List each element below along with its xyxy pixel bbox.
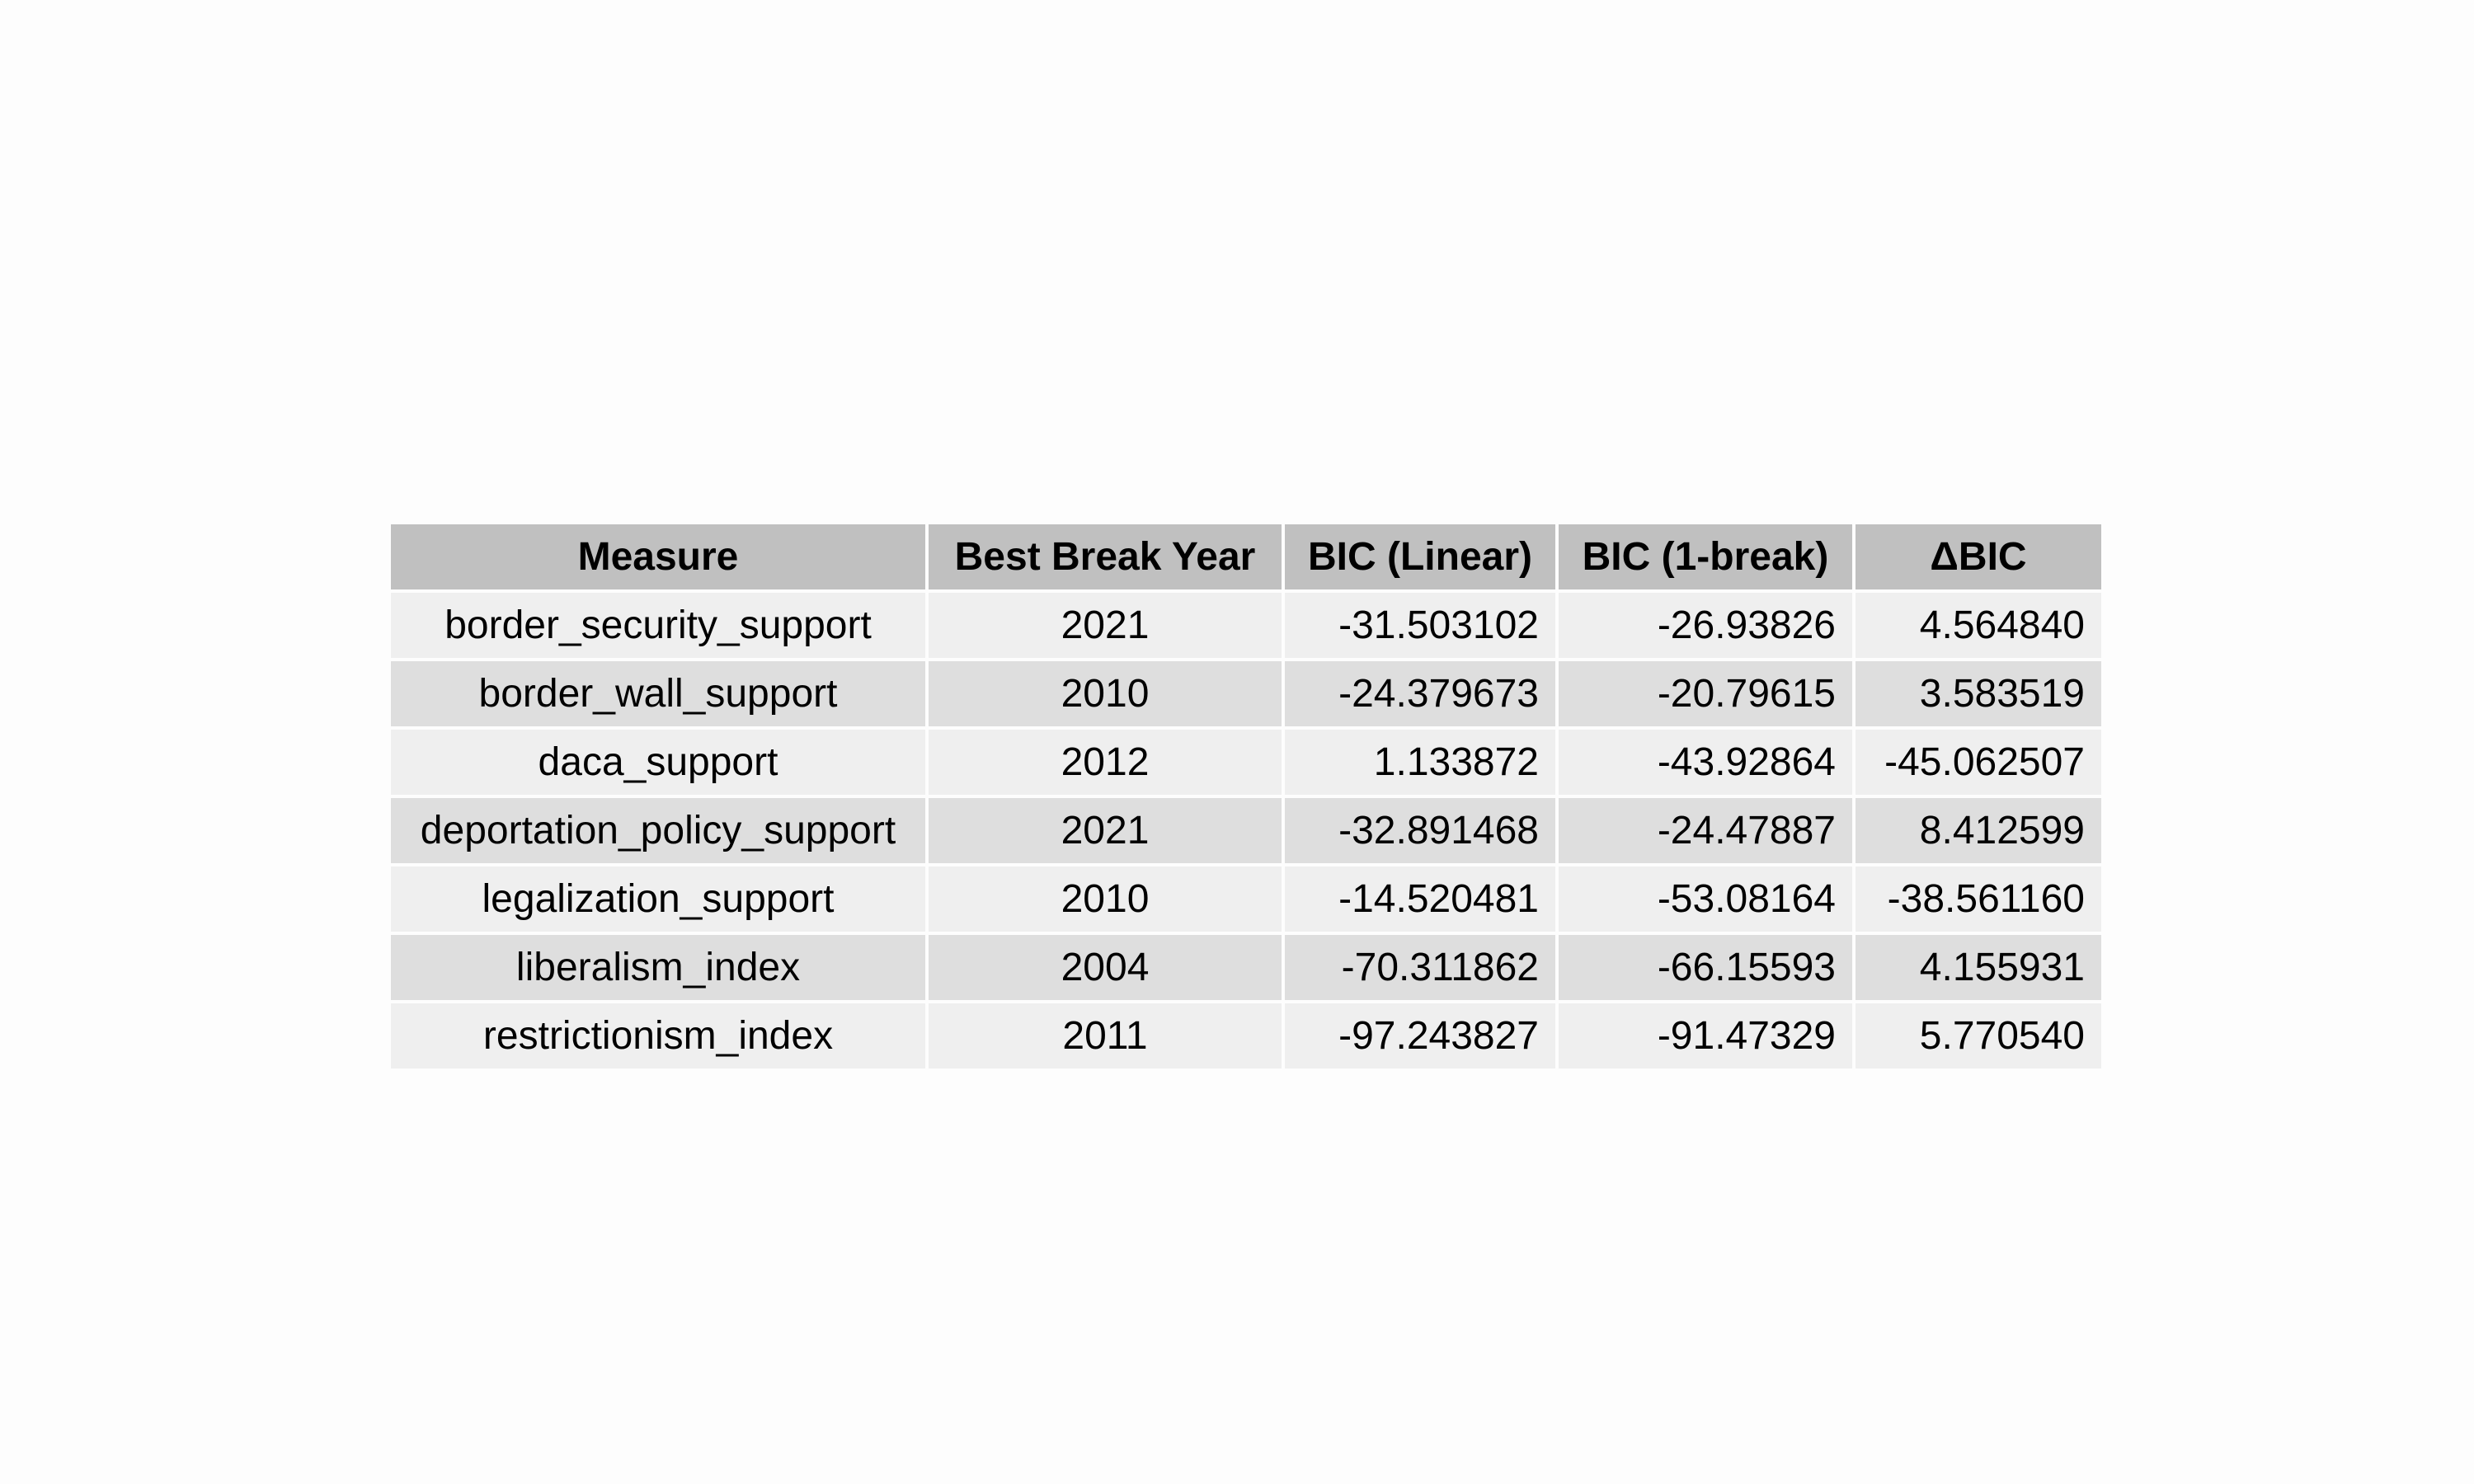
cell-measure: border_wall_support (391, 661, 925, 726)
results-table: Measure Best Break Year BIC (Linear) BIC… (388, 521, 2105, 1072)
table-row: legalization_support 2010 -14.520481 -53… (391, 866, 2101, 932)
table-row: border_wall_support 2010 -24.379673 -20.… (391, 661, 2101, 726)
cell-delta-bic: 4.564840 (1856, 593, 2101, 658)
cell-best-break-year: 2011 (929, 1003, 1282, 1068)
cell-bic-1-break: -24.47887 (1559, 798, 1852, 863)
cell-delta-bic: 3.583519 (1856, 661, 2101, 726)
cell-delta-bic: 4.155931 (1856, 935, 2101, 1000)
cell-best-break-year: 2012 (929, 730, 1282, 795)
cell-bic-linear: -32.891468 (1285, 798, 1555, 863)
cell-bic-linear: 1.133872 (1285, 730, 1555, 795)
cell-bic-linear: -14.520481 (1285, 866, 1555, 932)
column-header-measure: Measure (391, 524, 925, 589)
cell-best-break-year: 2010 (929, 661, 1282, 726)
column-header-bic-1-break: BIC (1-break) (1559, 524, 1852, 589)
cell-measure: daca_support (391, 730, 925, 795)
cell-delta-bic: 5.770540 (1856, 1003, 2101, 1068)
cell-delta-bic: -38.561160 (1856, 866, 2101, 932)
cell-measure: legalization_support (391, 866, 925, 932)
cell-bic-linear: -24.379673 (1285, 661, 1555, 726)
table-row: daca_support 2012 1.133872 -43.92864 -45… (391, 730, 2101, 795)
cell-bic-1-break: -20.79615 (1559, 661, 1852, 726)
cell-best-break-year: 2021 (929, 798, 1282, 863)
cell-delta-bic: 8.412599 (1856, 798, 2101, 863)
cell-bic-1-break: -43.92864 (1559, 730, 1852, 795)
column-header-bic-linear: BIC (Linear) (1285, 524, 1555, 589)
cell-best-break-year: 2021 (929, 593, 1282, 658)
cell-best-break-year: 2004 (929, 935, 1282, 1000)
table-row: restrictionism_index 2011 -97.243827 -91… (391, 1003, 2101, 1068)
cell-bic-linear: -31.503102 (1285, 593, 1555, 658)
table-header-row: Measure Best Break Year BIC (Linear) BIC… (391, 524, 2101, 589)
table-row: liberalism_index 2004 -70.311862 -66.155… (391, 935, 2101, 1000)
cell-measure: border_security_support (391, 593, 925, 658)
cell-bic-1-break: -91.47329 (1559, 1003, 1852, 1068)
cell-bic-linear: -70.311862 (1285, 935, 1555, 1000)
cell-measure: deportation_policy_support (391, 798, 925, 863)
cell-best-break-year: 2010 (929, 866, 1282, 932)
cell-bic-1-break: -66.15593 (1559, 935, 1852, 1000)
cell-bic-1-break: -53.08164 (1559, 866, 1852, 932)
table-row: border_security_support 2021 -31.503102 … (391, 593, 2101, 658)
column-header-best-break-year: Best Break Year (929, 524, 1282, 589)
cell-measure: restrictionism_index (391, 1003, 925, 1068)
cell-bic-1-break: -26.93826 (1559, 593, 1852, 658)
results-table-container: Measure Best Break Year BIC (Linear) BIC… (388, 521, 2105, 1072)
column-header-delta-bic: ΔBIC (1856, 524, 2101, 589)
cell-bic-linear: -97.243827 (1285, 1003, 1555, 1068)
table-row: deportation_policy_support 2021 -32.8914… (391, 798, 2101, 863)
cell-measure: liberalism_index (391, 935, 925, 1000)
cell-delta-bic: -45.062507 (1856, 730, 2101, 795)
